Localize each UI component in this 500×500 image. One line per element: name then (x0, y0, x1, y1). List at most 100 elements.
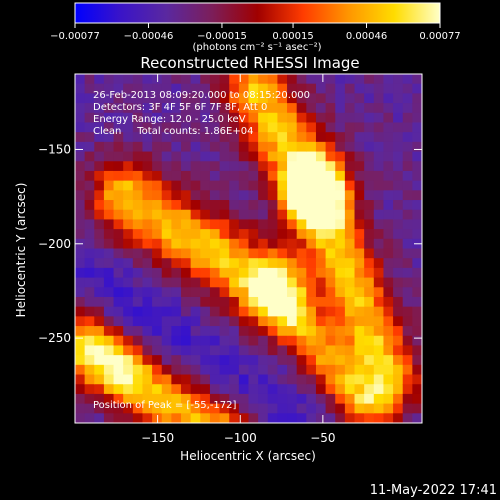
heatmap-cell (402, 151, 413, 162)
heatmap-cell (354, 170, 365, 182)
heatmap-cell (152, 364, 163, 376)
heatmap-cell (123, 209, 134, 221)
heatmap-cell (383, 103, 394, 114)
heatmap-cell (364, 103, 375, 114)
heatmap-cell (248, 258, 259, 269)
heatmap-cell (267, 122, 279, 133)
heatmap-cell (248, 200, 259, 211)
heatmap-cell (306, 112, 317, 124)
heatmap-cell (152, 170, 163, 182)
heatmap-cell (402, 103, 413, 114)
heatmap-cell (344, 277, 356, 288)
heatmap-cell (315, 112, 327, 124)
heatmap-cell (277, 316, 288, 327)
heatmap-cell (84, 112, 95, 124)
heatmap-cell (161, 83, 172, 94)
heatmap-cell (94, 238, 105, 250)
heatmap-cell (123, 355, 134, 366)
heatmap-cell (142, 384, 153, 395)
heatmap-cell (402, 132, 413, 143)
heatmap-cell (354, 141, 365, 153)
heatmap-cell (373, 238, 385, 250)
heatmap-cell (296, 180, 307, 191)
heatmap-cell (306, 122, 317, 133)
heatmap-cell (364, 335, 375, 347)
heatmap-cell (171, 238, 182, 250)
heatmap-cell (258, 364, 269, 376)
heatmap-cell (393, 335, 404, 347)
heatmap-cell (412, 345, 422, 356)
heatmap-cell (132, 326, 144, 337)
heatmap-cell (238, 141, 250, 153)
heatmap-cell (75, 374, 86, 385)
heatmap-cell (364, 141, 375, 153)
heatmap-cell (219, 345, 230, 356)
heatmap-cell (94, 267, 105, 279)
heatmap-cell (412, 296, 422, 308)
heatmap-cell (200, 345, 211, 356)
heatmap-cell (200, 335, 211, 347)
heatmap-cell (325, 403, 336, 414)
heatmap-cell (354, 316, 365, 327)
heatmap-cell (306, 374, 317, 385)
heatmap-cell (123, 190, 134, 201)
heatmap-cell (219, 403, 230, 414)
heatmap-cell (277, 122, 288, 133)
heatmap-cell (84, 141, 95, 153)
heatmap-cell (335, 267, 346, 279)
heatmap-cell (325, 122, 336, 133)
heatmap-cell (306, 277, 317, 288)
heatmap-cell (373, 277, 385, 288)
heatmap-cell (209, 74, 221, 85)
heatmap-cell (94, 170, 105, 182)
heatmap-cell (75, 355, 86, 366)
heatmap-cell (229, 374, 240, 385)
heatmap-cell (364, 306, 375, 317)
heatmap-cell (200, 74, 211, 85)
heatmap-cell (277, 180, 288, 191)
heatmap-cell (94, 287, 105, 298)
heatmap-cell (364, 180, 375, 191)
heatmap-cell (383, 277, 394, 288)
heatmap-cell (132, 306, 144, 317)
heatmap-cell (287, 83, 298, 94)
heatmap-cell (306, 384, 317, 395)
heatmap-cell (335, 384, 346, 395)
heatmap-cell (229, 287, 240, 298)
heatmap-cell (132, 296, 144, 308)
heatmap-cell (258, 267, 269, 279)
heatmap-cell (296, 267, 307, 279)
heatmap-cell (238, 393, 250, 405)
heatmap-cell (287, 296, 298, 308)
y-axis-ticks: −150 −200 −250 (38, 142, 422, 345)
heatmap-cell (171, 83, 182, 94)
heatmap-cell (181, 103, 192, 114)
heatmap-cell (412, 258, 422, 269)
heatmap-cell (393, 161, 404, 172)
heatmap-cell (171, 200, 182, 211)
heatmap-cell (335, 374, 346, 385)
heatmap-cell (296, 277, 307, 288)
heatmap-cell (103, 316, 115, 327)
heatmap-cell (161, 258, 172, 269)
heatmap-cell (103, 248, 115, 259)
heatmap-cell (287, 74, 298, 85)
y-axis-label: Heliocentric Y (arcsec) (14, 183, 28, 318)
heatmap-cell (209, 403, 221, 414)
heatmap-cell (132, 132, 144, 143)
heatmap-cell (229, 258, 240, 269)
heatmap-cell (402, 335, 413, 347)
heatmap-cell (142, 141, 153, 153)
heatmap-cell (287, 364, 298, 376)
heatmap-cell (190, 161, 201, 172)
heatmap-cell (277, 151, 288, 162)
heatmap-cell (344, 316, 356, 327)
heatmap-cell (219, 93, 230, 104)
heatmap-cell (277, 74, 288, 85)
heatmap-cell (84, 384, 95, 395)
heatmap-cell (335, 326, 346, 337)
heatmap-cell (325, 355, 336, 366)
heatmap-cell (306, 229, 317, 240)
heatmap-cell (393, 248, 404, 259)
heatmap-cell (325, 112, 336, 124)
